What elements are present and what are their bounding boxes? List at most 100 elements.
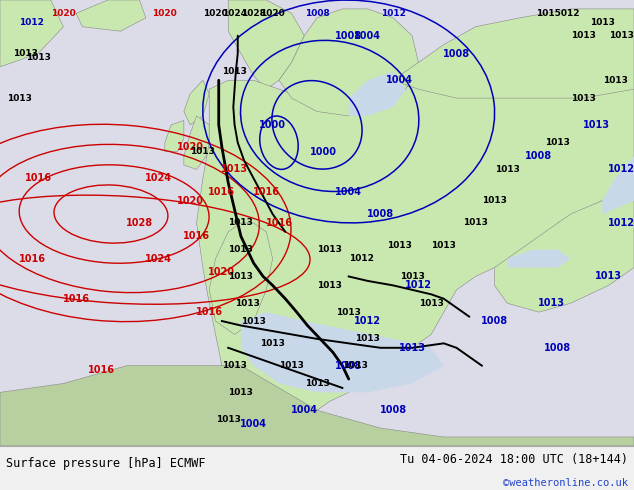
Text: 1008: 1008 <box>335 31 362 41</box>
Text: 1008: 1008 <box>526 151 552 161</box>
Text: 1020: 1020 <box>209 267 235 277</box>
Text: 1008: 1008 <box>304 9 330 18</box>
Text: 1020: 1020 <box>203 9 228 18</box>
Text: 1013: 1013 <box>571 94 596 102</box>
Polygon shape <box>0 366 634 446</box>
Text: 1013: 1013 <box>228 272 254 281</box>
Text: 1013: 1013 <box>399 343 425 353</box>
Text: 1008: 1008 <box>335 361 362 370</box>
Polygon shape <box>197 72 634 423</box>
Text: 1000: 1000 <box>259 120 286 130</box>
Text: 1013: 1013 <box>241 317 266 325</box>
Text: 1013: 1013 <box>216 415 241 424</box>
Polygon shape <box>349 72 406 116</box>
Text: 1016: 1016 <box>196 307 223 317</box>
Text: 1028: 1028 <box>126 218 153 228</box>
Text: 1016: 1016 <box>209 187 235 197</box>
Text: 1020: 1020 <box>152 9 178 18</box>
Text: 1013: 1013 <box>602 76 628 85</box>
Text: ©weatheronline.co.uk: ©weatheronline.co.uk <box>503 478 628 489</box>
Text: 1020: 1020 <box>177 142 204 152</box>
Polygon shape <box>165 121 184 151</box>
Text: 1008: 1008 <box>367 209 394 219</box>
Text: Surface pressure [hPa] ECMWF: Surface pressure [hPa] ECMWF <box>6 457 206 470</box>
Text: 1013: 1013 <box>336 308 361 317</box>
Text: 1013: 1013 <box>595 271 622 281</box>
Text: 1013: 1013 <box>317 281 342 290</box>
Text: 1013: 1013 <box>571 31 596 40</box>
Polygon shape <box>0 0 63 67</box>
Polygon shape <box>279 9 418 116</box>
Text: 1016: 1016 <box>183 231 210 242</box>
Text: 1012: 1012 <box>354 316 381 326</box>
Text: 1013: 1013 <box>545 138 571 147</box>
Text: 1004: 1004 <box>291 405 318 415</box>
Text: 1013: 1013 <box>228 388 254 397</box>
Text: 1013: 1013 <box>583 120 609 130</box>
Text: 1016: 1016 <box>25 173 53 183</box>
Polygon shape <box>602 156 634 214</box>
Text: 1016: 1016 <box>19 254 46 264</box>
Polygon shape <box>241 312 444 392</box>
Polygon shape <box>184 80 209 125</box>
Polygon shape <box>393 9 634 98</box>
Text: 1013: 1013 <box>538 298 565 308</box>
Text: 1013: 1013 <box>495 165 520 174</box>
Polygon shape <box>184 116 209 170</box>
Text: Tu 04-06-2024 18:00 UTC (18+144): Tu 04-06-2024 18:00 UTC (18+144) <box>399 453 628 466</box>
Text: 1004: 1004 <box>240 418 267 429</box>
Text: 1013: 1013 <box>221 165 248 174</box>
Text: 1013: 1013 <box>609 31 634 40</box>
Text: 1013: 1013 <box>355 334 380 343</box>
Text: 1024: 1024 <box>222 9 247 18</box>
Text: 1013: 1013 <box>463 219 488 227</box>
Text: 1013: 1013 <box>317 245 342 254</box>
Text: 1016: 1016 <box>253 187 280 197</box>
Text: 1016: 1016 <box>266 218 292 228</box>
Polygon shape <box>76 0 146 31</box>
Text: 1013: 1013 <box>222 361 247 370</box>
Text: 1004: 1004 <box>354 31 381 41</box>
Text: 1012: 1012 <box>349 254 374 263</box>
Text: 1012: 1012 <box>19 18 44 27</box>
Text: 1012: 1012 <box>608 218 634 228</box>
Text: 1013: 1013 <box>279 361 304 370</box>
Text: 1024: 1024 <box>145 254 172 264</box>
Text: 1008: 1008 <box>443 49 470 58</box>
Text: 1020: 1020 <box>51 9 76 18</box>
Text: 1008: 1008 <box>481 316 508 326</box>
Text: 1013: 1013 <box>6 94 32 102</box>
Text: 1013: 1013 <box>342 361 368 370</box>
Polygon shape <box>507 250 571 268</box>
Text: 1013: 1013 <box>431 241 456 250</box>
Text: 1013: 1013 <box>482 196 507 205</box>
Text: 1015012: 1015012 <box>536 9 579 18</box>
Text: 1013: 1013 <box>304 379 330 388</box>
Text: 1013: 1013 <box>25 53 51 62</box>
Text: 1016: 1016 <box>63 294 89 304</box>
Text: 1013: 1013 <box>399 272 425 281</box>
Text: 1024: 1024 <box>145 173 172 183</box>
Polygon shape <box>228 0 304 89</box>
Text: 1013: 1013 <box>228 219 254 227</box>
Text: 1013: 1013 <box>260 339 285 348</box>
Polygon shape <box>209 223 273 334</box>
Text: 1012: 1012 <box>608 165 634 174</box>
Text: 1013: 1013 <box>235 299 260 308</box>
Polygon shape <box>495 187 634 312</box>
Text: 1013: 1013 <box>222 67 247 76</box>
Text: 1008: 1008 <box>545 343 571 353</box>
Text: 1012: 1012 <box>405 280 432 291</box>
Text: 1020: 1020 <box>260 9 285 18</box>
Text: 1004: 1004 <box>335 187 362 197</box>
Text: 1028: 1028 <box>241 9 266 18</box>
Text: 1013: 1013 <box>590 18 615 27</box>
Text: 1008: 1008 <box>380 405 406 415</box>
Text: 1012: 1012 <box>380 9 406 18</box>
Text: 1013: 1013 <box>228 245 254 254</box>
Text: 1000: 1000 <box>310 147 337 157</box>
Text: 1013: 1013 <box>13 49 37 58</box>
Text: 1016: 1016 <box>88 365 115 375</box>
Text: 1020: 1020 <box>177 196 204 206</box>
Text: 1004: 1004 <box>386 75 413 85</box>
